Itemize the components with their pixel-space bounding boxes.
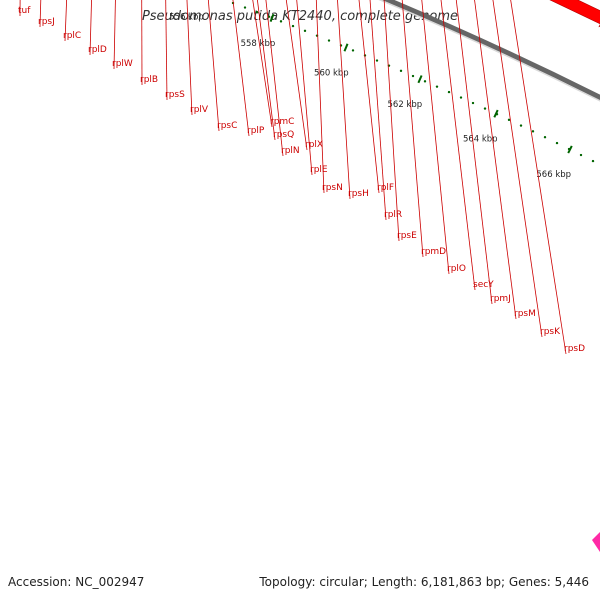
scale-dot [459, 96, 463, 99]
gene-label-rplD: rplD [88, 45, 107, 55]
gene-label-rpsH: rpsH [348, 189, 369, 199]
gene-label-rpsE: rpsE [397, 231, 417, 241]
scale-dot [303, 29, 307, 33]
gene-label-rpsS: rpsS [165, 90, 185, 100]
gene-label-rpsC: rpsC [217, 121, 237, 131]
scale-major-tick [417, 75, 423, 84]
scale-major-tick [269, 13, 275, 22]
gene-label-leader [315, 0, 325, 194]
pink-feature [592, 532, 600, 552]
scale-dot [471, 101, 475, 105]
backbone-highlight [378, 0, 600, 102]
scale-dot [279, 20, 283, 23]
cds-arrow [549, 0, 600, 28]
gene-label-rpsK: rpsK [540, 327, 561, 337]
scale-dot [483, 107, 487, 110]
scale-label: 556 kbp [169, 12, 204, 22]
backbone-track [381, 0, 600, 101]
gene-label-leader [285, 0, 308, 151]
scale-dot [423, 80, 427, 83]
scale-label: 564 kbp [463, 134, 498, 144]
gene-label-leader [141, 0, 143, 86]
scale-major-tick [493, 109, 499, 118]
gene-label-leader [113, 0, 116, 70]
scale-label: 560 kbp [314, 69, 349, 79]
gene-label-rplB: rplB [140, 75, 158, 85]
map-title: Pseudomonas putida KT2440, complete geno… [141, 9, 459, 24]
gene-label-leader [401, 0, 424, 258]
gene-label-leader [474, 0, 517, 320]
gene-label-rpmC: rpmC [270, 117, 294, 127]
gene-label-leader [165, 0, 168, 101]
gene-label-rplC: rplC [63, 31, 81, 41]
gene-label-rpsQ: rpsQ [273, 130, 294, 140]
gene-label-rpmD: rpmD [421, 247, 446, 257]
gene-label-rplF: rplF [377, 183, 394, 193]
gene-label-leader [358, 0, 380, 194]
scale-dot [399, 69, 403, 73]
scale-major-tick [567, 145, 573, 154]
gene-label-leader [186, 0, 193, 116]
gene-label-leader [252, 0, 273, 128]
scale-dot [543, 135, 547, 139]
gene-label-tuf: tuf [18, 6, 31, 16]
genome-summary-text: Topology: circular; Length: 6,181,863 bp… [259, 575, 589, 589]
gene-label-rplV: rplV [190, 105, 209, 115]
gene-label-rplR: rplR [384, 210, 402, 220]
scale-dot [435, 85, 439, 88]
accession-text: Accession: NC_002947 [8, 575, 145, 589]
scale-dot [579, 153, 583, 157]
gene-label-rplO: rplO [447, 264, 466, 274]
gene-label-leader [369, 0, 387, 221]
gene-label-leader [421, 0, 450, 275]
gene-label-rpsN: rpsN [322, 183, 343, 193]
gene-label-leader [455, 0, 493, 305]
gene-label-leader [296, 0, 313, 176]
scale-label: 562 kbp [388, 100, 423, 110]
scale-major-tick [343, 43, 349, 52]
gene-label-leader [492, 0, 543, 338]
gene-label-rpsD: rpsD [564, 344, 585, 354]
scale-dot [531, 130, 535, 133]
gene-label-leader [207, 0, 220, 132]
gene-label-leader [256, 0, 276, 141]
scale-dot [243, 6, 247, 9]
gene-label-leader [89, 0, 92, 56]
gene-label-rplP: rplP [247, 126, 265, 136]
gene-label-rpsM: rpsM [514, 309, 536, 319]
gene-label-leader [383, 0, 400, 242]
scale-dot [351, 49, 355, 52]
scale-dot [327, 39, 331, 42]
gene-label-leader [510, 0, 567, 355]
gene-label-rplX: rplX [305, 140, 323, 150]
scale-dot [519, 124, 523, 127]
scale-dot [507, 118, 511, 122]
gene-label-rplW: rplW [112, 59, 133, 69]
scale-dot [411, 74, 415, 78]
gene-label-secY: secY [473, 280, 494, 290]
scale-label: 566 kbp [536, 170, 571, 180]
gene-label-leader [337, 0, 351, 200]
scale-dot [555, 141, 559, 145]
gene-label-rpsJ: rpsJ [38, 17, 55, 27]
scale-dot [447, 90, 451, 94]
gene-label-leader [265, 0, 284, 157]
scale-dot [267, 15, 271, 18]
scale-dot [255, 10, 259, 14]
scale-dot [375, 59, 379, 62]
scale-label: 558 kbp [241, 39, 276, 49]
gene-label-rplN: rplN [281, 146, 300, 156]
gene-label-leader [440, 0, 476, 291]
gene-label-rpmJ: rpmJ [490, 294, 511, 304]
gene-label-leader [232, 0, 250, 137]
scale-dot [591, 159, 595, 163]
gene-label-rplE: rplE [310, 165, 328, 175]
scale-dot [291, 24, 295, 28]
